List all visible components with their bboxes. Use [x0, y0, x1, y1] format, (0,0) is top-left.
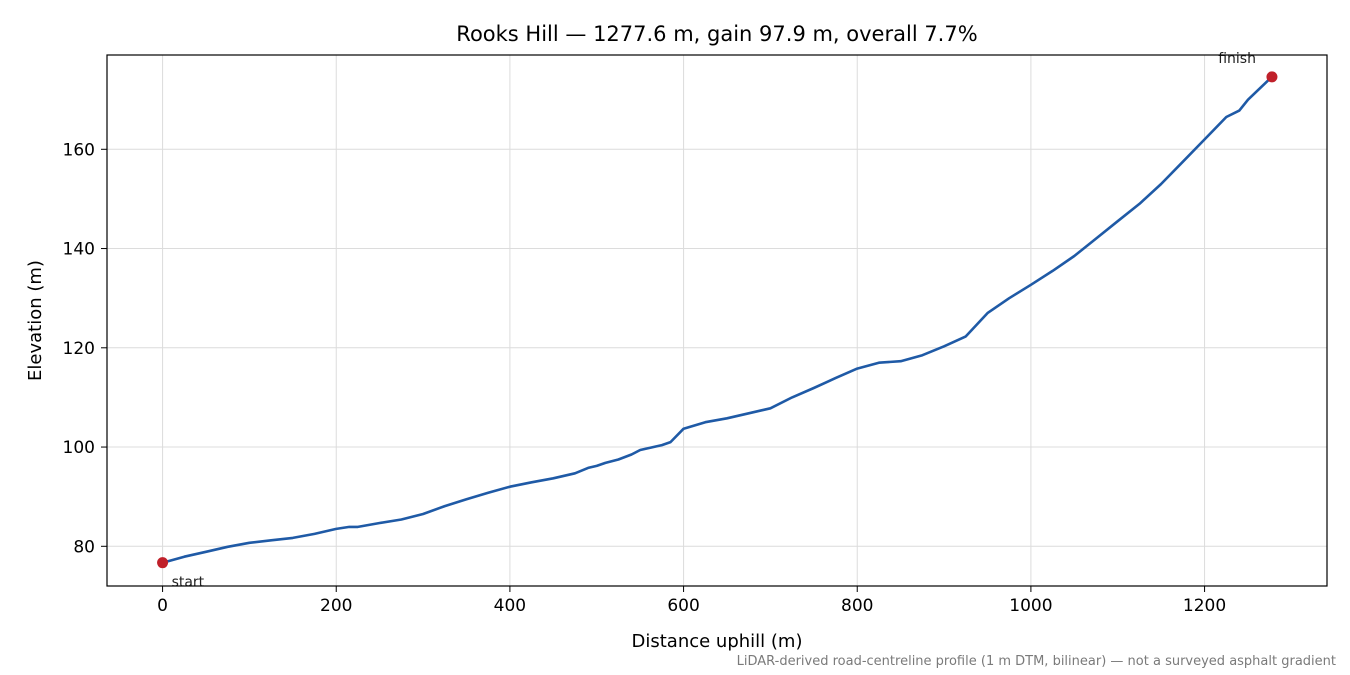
axis-ticks: 0 200 400 600 800 1000 1200 80 100 120 140 160: [63, 140, 1227, 616]
y-tick-label: 140: [63, 240, 95, 260]
y-tick-label: 120: [63, 339, 95, 359]
x-tick-label: 800: [841, 596, 873, 616]
y-tick-label: 160: [63, 140, 95, 160]
x-tick-label: 400: [494, 596, 526, 616]
marker-point-finish: [1266, 71, 1278, 83]
x-tick-label: 200: [320, 596, 352, 616]
elevation-series-line: [161, 75, 1274, 565]
x-tick-label: 1000: [1009, 596, 1052, 616]
footnote: LiDAR-derived road-centreline profile (1…: [737, 654, 1336, 669]
marker-label-finish: finish: [1218, 51, 1256, 67]
x-axis-label: Distance uphill (m): [632, 631, 803, 652]
series-layer: [161, 75, 1274, 565]
chart-title: Rooks Hill — 1277.6 m, gain 97.9 m, over…: [456, 22, 977, 46]
marker-label-start: start: [172, 575, 205, 591]
x-tick-label: 1200: [1183, 596, 1226, 616]
x-tick-label: 0: [157, 596, 168, 616]
x-tick-label: 600: [667, 596, 699, 616]
marker-point-start: [157, 557, 169, 569]
y-tick-label: 100: [63, 438, 95, 458]
y-tick-label: 80: [73, 537, 95, 557]
y-axis-label: Elevation (m): [25, 260, 46, 381]
plot-frame: [106, 54, 1328, 587]
grid-lines: [107, 55, 1327, 586]
